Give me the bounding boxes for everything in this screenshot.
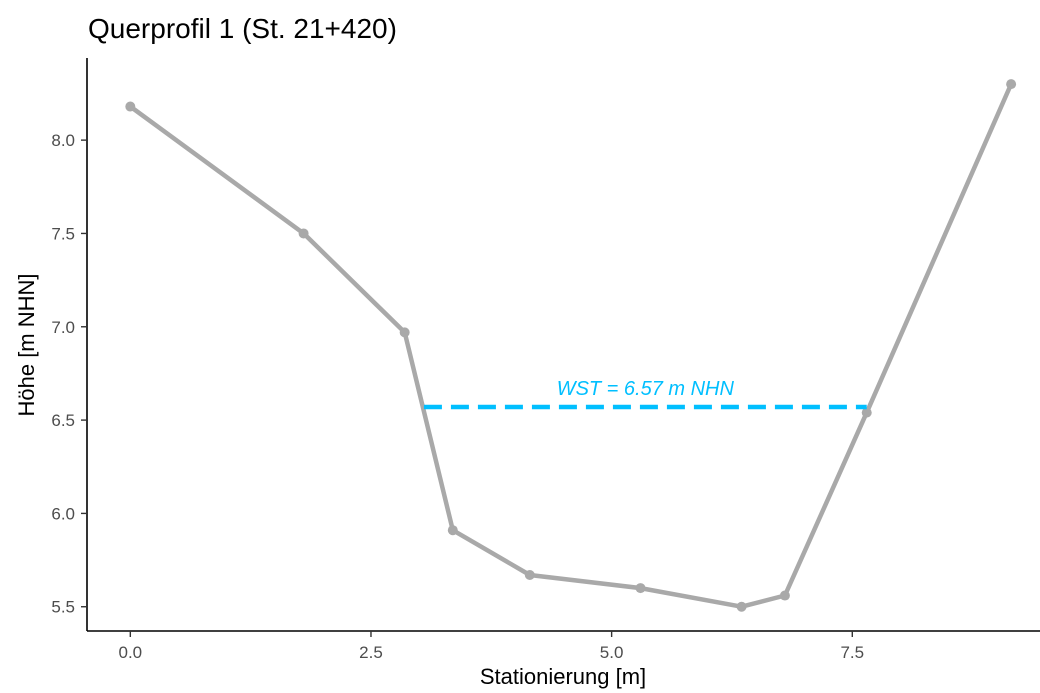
profile-point [1006, 79, 1017, 90]
profile-point [125, 101, 136, 112]
y-axis-title: Höhe [m NHN] [14, 273, 39, 416]
x-tick-label: 7.5 [840, 643, 864, 662]
profile-point [298, 228, 309, 239]
y-tick-label: 7.0 [51, 318, 75, 337]
plot-area: WST = 6.57 m NHN [125, 79, 1017, 612]
y-tick-label: 8.0 [51, 131, 75, 150]
x-tick-label: 0.0 [118, 643, 142, 662]
profile-point [635, 583, 646, 594]
profile-point [399, 327, 410, 338]
x-tick-label: 5.0 [600, 643, 624, 662]
y-tick-label: 7.5 [51, 224, 75, 243]
chart-title: Querprofil 1 (St. 21+420) [88, 13, 397, 44]
y-tick-label: 6.5 [51, 411, 75, 430]
profile-line [128, 81, 1014, 609]
water-level-label: WST = 6.57 m NHN [557, 378, 735, 400]
y-axis-ticks: 5.5 6.0 6.5 7.0 7.5 8.0 [51, 131, 87, 617]
profile-point [736, 601, 747, 612]
x-axis-ticks: 0.0 2.5 5.0 7.5 [118, 631, 864, 662]
profile-point [861, 407, 872, 418]
y-tick-label: 5.5 [51, 598, 75, 617]
x-axis-title: Stationierung [m] [480, 664, 646, 689]
profile-point [524, 570, 535, 581]
y-tick-label: 6.0 [51, 504, 75, 523]
x-tick-label: 2.5 [359, 643, 383, 662]
profile-point [447, 525, 458, 536]
profile-point [779, 590, 790, 601]
